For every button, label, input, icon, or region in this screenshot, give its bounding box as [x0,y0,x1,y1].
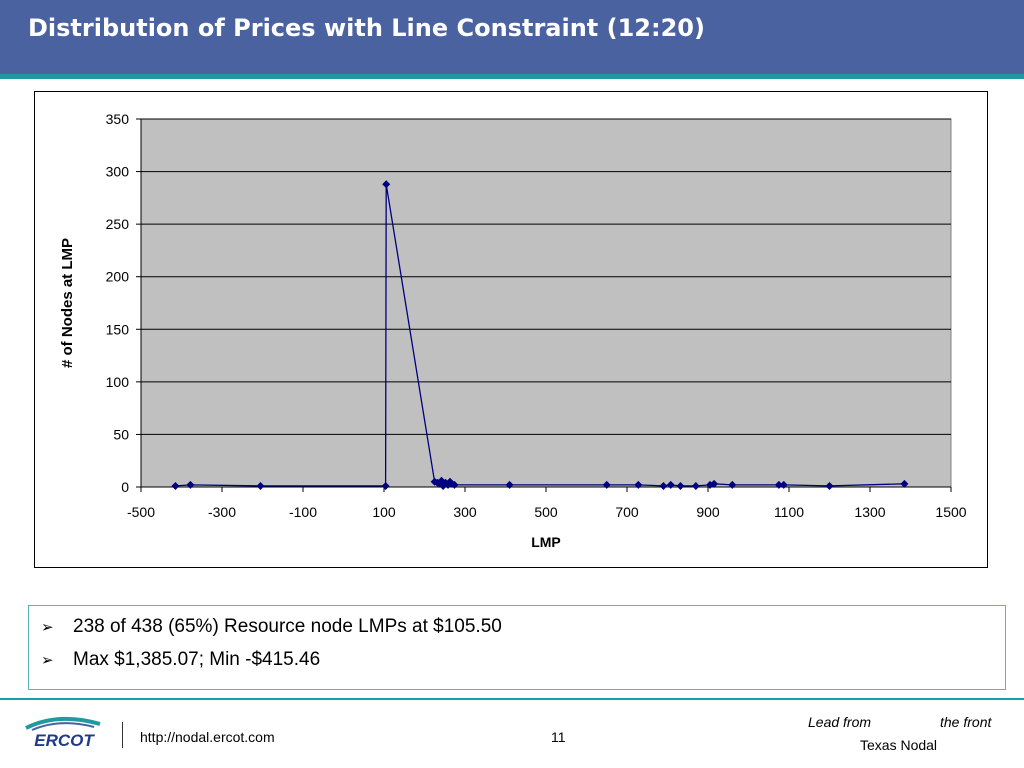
bullet-text: Max $1,385.07; Min -$415.46 [73,649,321,670]
footer-url-link[interactable]: http://nodal.ercot.com [140,729,275,745]
x-tick-label: 1500 [935,504,966,520]
tagline-part1: Lead from [808,714,872,730]
x-axis-label: LMP [531,534,561,550]
x-tick-label: -100 [289,504,317,520]
x-tick-label: 300 [453,504,477,520]
plot-area [140,118,952,488]
logo-text: ERCOT [34,731,95,750]
x-tick-label: 900 [696,504,720,520]
data-point [676,481,685,490]
bullet-arrow-icon: ➢ [41,619,54,636]
bullet-text: 238 of 438 (65%) Resource node LMPs at $… [73,616,502,637]
data-point [381,481,390,490]
y-tick-label: 150 [106,321,130,337]
x-tick-label: 100 [372,504,396,520]
x-tick-label: 500 [534,504,558,520]
x-tick-label: -300 [208,504,236,520]
data-point [186,480,195,489]
data-point [171,481,180,490]
tagline-part2: the front [940,714,992,730]
data-point [634,480,643,489]
lmp-distribution-chart: -500 -300 -100 100 300 500 700 900 1100 1300 1500 … [59,111,967,550]
bullet-item: ➢ Max $1,385.07; Min -$415.46 [41,649,320,671]
series-group [171,180,909,490]
data-point [256,481,265,490]
y-tick-labels: 0 50 100 150 200 250 300 350 [106,111,141,495]
data-point [659,481,668,490]
y-tick-label: 350 [106,111,130,127]
page-number: 11 [551,729,566,745]
title-accent-stripe [0,74,1024,79]
y-tick-label: 250 [106,216,130,232]
x-tick-label: 700 [615,504,639,520]
x-tick-label: 1300 [854,504,885,520]
y-tick-label: 100 [106,374,130,390]
data-point [710,479,719,488]
data-point [779,480,788,489]
y-tick-label: 0 [121,479,129,495]
y-tick-label: 50 [113,426,129,442]
x-tick-labels: -500 -300 -100 100 300 500 700 900 1100 1300 1500 [127,487,967,520]
data-point [505,480,514,489]
data-point [774,480,783,489]
y-tick-label: 300 [106,164,130,180]
data-point [691,481,700,490]
data-point [450,480,459,489]
footer-divider [0,698,1024,700]
bullet-item: ➢ 238 of 438 (65%) Resource node LMPs at … [41,616,502,638]
data-point [602,480,611,489]
gridlines [141,118,951,435]
footer-separator [122,722,123,748]
data-point [825,481,834,490]
data-point [900,479,909,488]
ercot-logo: ERCOT [25,716,101,750]
x-tick-label: 1100 [774,504,804,520]
data-point [728,480,737,489]
x-tick-label: -500 [127,504,155,520]
bullet-arrow-icon: ➢ [41,652,54,669]
slide-title: Distribution of Prices with Line Constra… [28,14,705,42]
data-point [666,480,675,489]
tagline-part3: Texas Nodal [860,737,938,753]
summary-box: ➢ 238 of 438 (65%) Resource node LMPs at … [28,605,1006,690]
title-bar [0,0,1024,74]
y-tick-label: 200 [106,269,130,285]
data-point [382,180,391,189]
y-axis-label: # of Nodes at LMP [59,238,76,368]
